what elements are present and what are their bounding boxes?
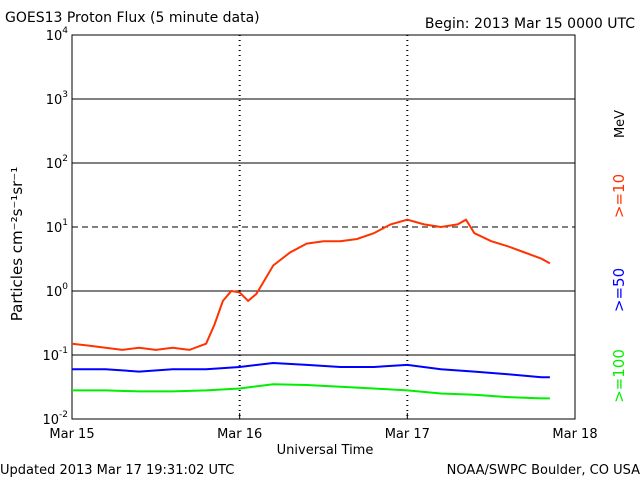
credit: NOAA/SWPC Boulder, CO USA (447, 463, 640, 478)
y-axis-label: Particles cm⁻²s⁻¹sr⁻¹ (8, 167, 26, 321)
y-tick-label-1: 10-1 (42, 346, 68, 364)
series-layer (71, 218, 551, 400)
series-line-1 (72, 361, 550, 379)
legend-entry-2: >=100 (610, 349, 628, 403)
chart-title: GOES13 Proton Flux (5 minute data) (5, 10, 260, 26)
legend-entry-0: >=10 (610, 174, 628, 218)
series-line-2 (72, 383, 550, 400)
x-tick-label-1: Mar 16 (217, 427, 262, 442)
y-tick-label-0: 10-2 (42, 410, 68, 428)
y-tick-label-3: 101 (46, 218, 68, 236)
x-tick-label-0: Mar 15 (49, 427, 94, 442)
legend: >=10 >=50 >=100 (610, 174, 628, 403)
legend-unit-label: MeV (613, 110, 628, 138)
x-tick-label-3: Mar 18 (552, 427, 597, 442)
y-tick-label-4: 102 (46, 154, 68, 172)
y-tick-label-2: 100 (46, 282, 69, 300)
y-axis-ticks: 10-2 10-1 100 101 102 103 104 (42, 26, 78, 428)
x-axis-ticks: Mar 15 Mar 16 Mar 17 Mar 18 (49, 413, 598, 442)
updated-time: Updated 2013 Mar 17 19:31:02 UTC (0, 463, 234, 478)
x-axis-label: Universal Time (277, 443, 374, 458)
begin-time: Begin: 2013 Mar 15 0000 UTC (425, 16, 635, 32)
legend-entry-1: >=50 (610, 268, 628, 312)
grid-lines (72, 35, 575, 419)
x-tick-label-2: Mar 17 (385, 427, 430, 442)
y-tick-label-5: 103 (46, 90, 68, 108)
y-tick-label-6: 104 (46, 26, 69, 44)
series-line-0 (71, 218, 551, 351)
